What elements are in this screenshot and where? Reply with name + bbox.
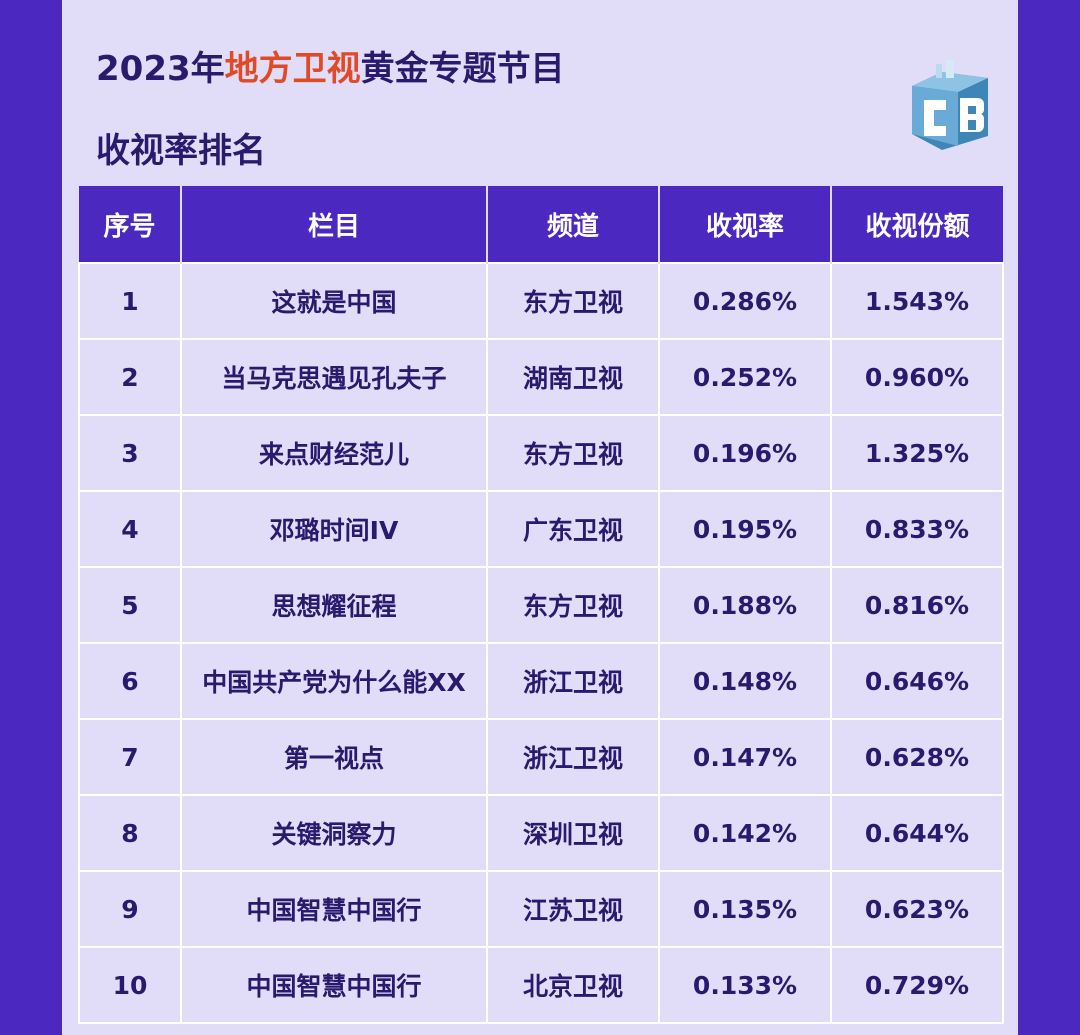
cell-rating: 0.147% [658, 718, 832, 796]
cell-channel: 深圳卫视 [486, 794, 660, 872]
table-row: 5 思想耀征程 东方卫视 0.188% 0.816% [78, 566, 1004, 644]
cell-channel: 东方卫视 [486, 414, 660, 492]
cell-program: 邓璐时间IV [180, 490, 488, 568]
cell-channel: 江苏卫视 [486, 870, 660, 948]
cell-share: 0.644% [830, 794, 1004, 872]
column-header-program: 栏目 [180, 186, 487, 263]
cell-program: 中国智慧中国行 [180, 946, 488, 1024]
cell-program: 思想耀征程 [180, 566, 488, 644]
cell-channel: 浙江卫视 [486, 642, 660, 720]
cell-share: 1.325% [830, 414, 1004, 492]
cell-program: 关键洞察力 [180, 794, 488, 872]
table-row: 1 这就是中国 东方卫视 0.286% 1.543% [78, 262, 1004, 340]
table-row: 4 邓璐时间IV 广东卫视 0.195% 0.833% [78, 490, 1004, 568]
table-row: 3 来点财经范儿 东方卫视 0.196% 1.325% [78, 414, 1004, 492]
table-row: 6 中国共产党为什么能XX 浙江卫视 0.148% 0.646% [78, 642, 1004, 720]
cell-rank: 4 [78, 490, 182, 568]
cell-rank: 6 [78, 642, 182, 720]
title-prefix: 2023年 [96, 49, 225, 89]
column-header-rank: 序号 [79, 186, 181, 263]
cell-share: 0.816% [830, 566, 1004, 644]
cell-channel: 湖南卫视 [486, 338, 660, 416]
column-header-share: 收视份额 [830, 186, 1003, 263]
table-row: 8 关键洞察力 深圳卫视 0.142% 0.644% [78, 794, 1004, 872]
title-highlight: 地方卫视 [224, 49, 361, 89]
cell-rating: 0.135% [658, 870, 832, 948]
title-suffix: 黄金专题节目 [360, 49, 565, 89]
cell-share: 0.729% [830, 946, 1004, 1024]
content-card: 2023年地方卫视黄金专题节目 收视率排名 序号 栏目 频道 收视率 收视份额 [62, 0, 1018, 1035]
table-row: 2 当马克思遇见孔夫子 湖南卫视 0.252% 0.960% [78, 338, 1004, 416]
cell-program: 当马克思遇见孔夫子 [180, 338, 488, 416]
cell-rank: 1 [78, 262, 182, 340]
cell-rating: 0.286% [658, 262, 832, 340]
cell-program: 来点财经范儿 [180, 414, 488, 492]
cell-program: 中国共产党为什么能XX [180, 642, 488, 720]
table-header-row: 序号 栏目 频道 收视率 收视份额 [79, 186, 1003, 263]
cell-rating: 0.188% [658, 566, 832, 644]
table-row: 7 第一视点 浙江卫视 0.147% 0.628% [78, 718, 1004, 796]
cell-rating: 0.142% [658, 794, 832, 872]
table-row: 9 中国智慧中国行 江苏卫视 0.135% 0.623% [78, 870, 1004, 948]
cell-rating: 0.133% [658, 946, 832, 1024]
cell-rating: 0.252% [658, 338, 832, 416]
cell-rank: 3 [78, 414, 182, 492]
cell-share: 0.628% [830, 718, 1004, 796]
cell-rank: 5 [78, 566, 182, 644]
cell-program: 这就是中国 [180, 262, 488, 340]
cell-share: 0.833% [830, 490, 1004, 568]
column-header-channel: 频道 [486, 186, 659, 263]
cell-rank: 9 [78, 870, 182, 948]
cell-rating: 0.195% [658, 490, 832, 568]
page-subtitle: 收视率排名 [96, 131, 266, 171]
cell-channel: 东方卫视 [486, 262, 660, 340]
table-row: 10 中国智慧中国行 北京卫视 0.133% 0.729% [78, 946, 1004, 1024]
cell-channel: 东方卫视 [486, 566, 660, 644]
page-title: 2023年地方卫视黄金专题节目 [96, 52, 565, 86]
cell-share: 0.646% [830, 642, 1004, 720]
cell-rank: 7 [78, 718, 182, 796]
cell-rank: 8 [78, 794, 182, 872]
cell-rank: 10 [78, 946, 182, 1024]
cell-rating: 0.148% [658, 642, 832, 720]
cb-logo-icon [912, 60, 988, 150]
cell-share: 0.960% [830, 338, 1004, 416]
cell-channel: 浙江卫视 [486, 718, 660, 796]
cell-program: 第一视点 [180, 718, 488, 796]
cell-channel: 北京卫视 [486, 946, 660, 1024]
cell-channel: 广东卫视 [486, 490, 660, 568]
cell-share: 1.543% [830, 262, 1004, 340]
column-header-rating: 收视率 [658, 186, 831, 263]
ranking-table: 序号 栏目 频道 收视率 收视份额 1 这就是中国 东方卫视 0.286% 1.… [78, 186, 1004, 1024]
cell-program: 中国智慧中国行 [180, 870, 488, 948]
cell-rank: 2 [78, 338, 182, 416]
cell-rating: 0.196% [658, 414, 832, 492]
cell-share: 0.623% [830, 870, 1004, 948]
